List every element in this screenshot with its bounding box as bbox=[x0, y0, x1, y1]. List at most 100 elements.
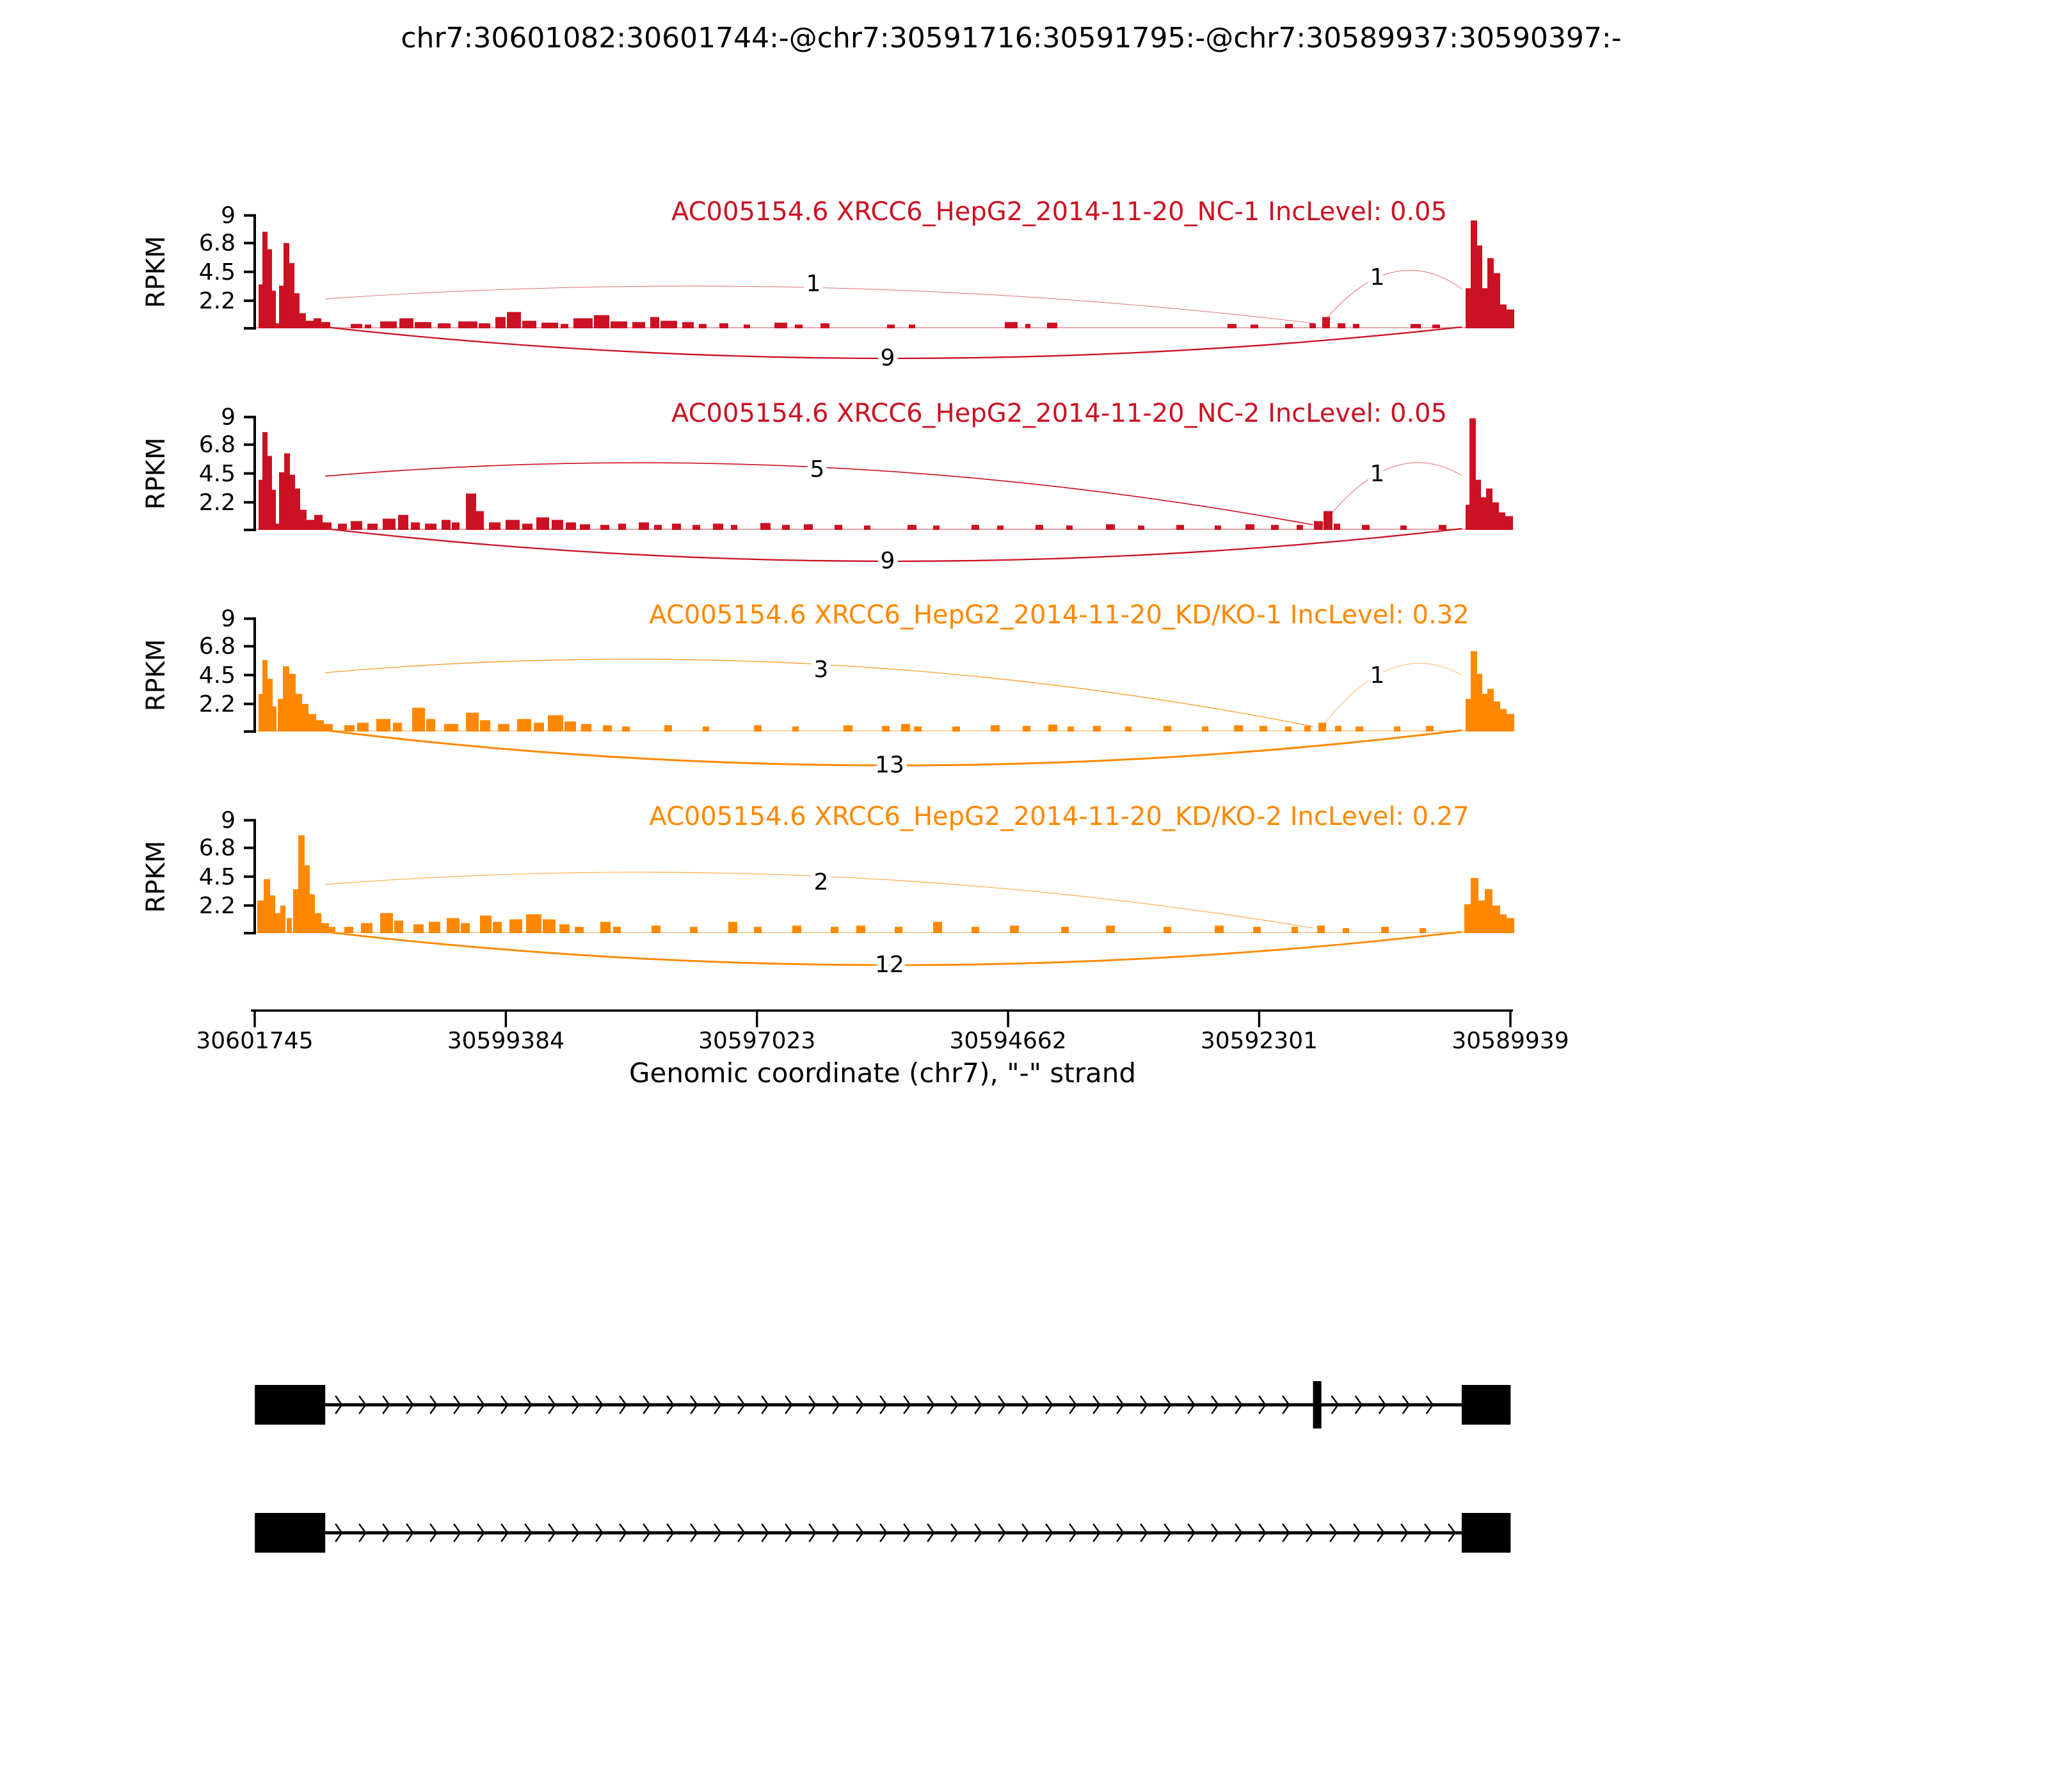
junction-arc bbox=[325, 285, 1313, 324]
intron-chevron-icon bbox=[1282, 1395, 1290, 1414]
intron-chevron-icon bbox=[335, 1523, 343, 1542]
coverage-bar bbox=[1487, 689, 1494, 732]
coverage-bar bbox=[1353, 324, 1359, 328]
coverage-bar bbox=[1411, 324, 1421, 328]
intron-chevron-icon bbox=[1164, 1395, 1172, 1414]
coverage-bar bbox=[259, 479, 262, 530]
intron-chevron-icon bbox=[1258, 1395, 1267, 1414]
intron-chevron-icon bbox=[1282, 1523, 1290, 1542]
intron-chevron-icon bbox=[690, 1395, 698, 1414]
coverage-bar bbox=[452, 522, 460, 530]
coverage-bar bbox=[682, 322, 694, 328]
y-tick-label: 2.2 bbox=[199, 691, 236, 717]
coverage-bar bbox=[534, 723, 544, 732]
coverage-bar bbox=[1271, 525, 1279, 530]
intron-chevron-icon bbox=[548, 1395, 556, 1414]
coverage-bar bbox=[1487, 258, 1494, 328]
coverage-bar bbox=[613, 927, 621, 933]
coverage-bar bbox=[308, 714, 316, 732]
y-tick-label: 4.5 bbox=[199, 259, 236, 285]
coverage-bar bbox=[300, 313, 306, 328]
intron-chevron-icon bbox=[548, 1523, 556, 1542]
intron-chevron-icon bbox=[429, 1395, 438, 1414]
coverage-bar bbox=[536, 517, 549, 530]
coverage-bar bbox=[654, 525, 662, 530]
coverage-bar bbox=[804, 524, 813, 530]
coverage-bar bbox=[1297, 525, 1303, 530]
coverage-bar bbox=[561, 324, 568, 328]
intron-chevron-icon bbox=[595, 1523, 604, 1542]
coverage-bar bbox=[412, 707, 425, 732]
coverage-bar bbox=[1420, 928, 1426, 933]
coverage-bar bbox=[461, 923, 470, 933]
coverage-bar bbox=[305, 865, 310, 933]
coverage-bar bbox=[1482, 694, 1487, 732]
coverage-bar bbox=[1215, 925, 1224, 933]
coverage-bar bbox=[259, 284, 262, 328]
coverage-bar bbox=[731, 525, 737, 530]
coverage-bar bbox=[1356, 726, 1363, 732]
coverage-bar bbox=[522, 321, 536, 328]
coverage-bar bbox=[383, 518, 396, 530]
y-tick-label: 6.8 bbox=[199, 634, 236, 660]
intron-chevron-icon bbox=[500, 1523, 509, 1542]
transcript-exon bbox=[1461, 1385, 1511, 1425]
coverage-bar bbox=[901, 724, 910, 732]
coverage-bar bbox=[1314, 521, 1323, 530]
coverage-bar bbox=[298, 835, 305, 933]
coverage-bar bbox=[713, 524, 723, 530]
coverage-bar bbox=[1466, 288, 1471, 328]
y-tick-label: 2.2 bbox=[199, 288, 236, 314]
junction-count-label: 2 bbox=[814, 869, 829, 895]
x-tick-label: 30589939 bbox=[1452, 1028, 1569, 1054]
intron-chevron-icon bbox=[1211, 1523, 1219, 1542]
intron-chevron-icon bbox=[1116, 1395, 1124, 1414]
coverage-bar bbox=[466, 493, 476, 530]
coverage-bar bbox=[564, 721, 576, 732]
coverage-bar bbox=[1036, 525, 1043, 530]
coverage-bar bbox=[1066, 525, 1073, 530]
track-title: AC005154.6 XRCC6_HepG2_2014-11-20_NC-1 I… bbox=[671, 197, 1447, 227]
coverage-bar bbox=[692, 525, 700, 530]
coverage-bar bbox=[1304, 726, 1311, 732]
coverage-bar bbox=[1334, 524, 1340, 530]
coverage-bar bbox=[425, 524, 436, 530]
figure-title: chr7:30601082:30601744:-@chr7:30591716:3… bbox=[401, 22, 1622, 54]
coverage-bar bbox=[1507, 714, 1514, 732]
coverage-bar bbox=[517, 719, 531, 732]
intron-chevron-icon bbox=[619, 1395, 627, 1414]
coverage-bar bbox=[315, 913, 321, 933]
coverage-bar bbox=[1292, 927, 1298, 933]
coverage-bar bbox=[1260, 726, 1267, 732]
coverage-bar bbox=[1285, 324, 1293, 328]
coverage-bar bbox=[754, 927, 762, 933]
coverage-bar bbox=[543, 919, 556, 933]
coverage-bar bbox=[1106, 524, 1115, 530]
intron-chevron-icon bbox=[1045, 1395, 1053, 1414]
coverage-bar bbox=[429, 922, 440, 933]
coverage-bar bbox=[575, 927, 584, 933]
coverage-bar bbox=[1309, 323, 1316, 328]
coverage-bar bbox=[1061, 927, 1069, 933]
coverage-bar bbox=[344, 927, 353, 933]
coverage-bar bbox=[1507, 918, 1514, 933]
coverage-bar bbox=[559, 924, 570, 933]
y-tick-label: 2.2 bbox=[199, 893, 236, 919]
intron-chevron-icon bbox=[358, 1395, 367, 1414]
coverage-bar bbox=[344, 725, 355, 732]
coverage-bar bbox=[1251, 324, 1258, 328]
y-tick-label: 9 bbox=[221, 203, 236, 229]
coverage-bar bbox=[1215, 525, 1221, 530]
coverage-bar bbox=[1176, 525, 1184, 530]
intron-chevron-icon bbox=[1425, 1395, 1434, 1414]
coverage-bar bbox=[413, 924, 424, 933]
coverage-bar bbox=[507, 312, 521, 328]
coverage-bar bbox=[1047, 323, 1057, 328]
intron-chevron-icon bbox=[500, 1395, 509, 1414]
transcript-exon bbox=[1313, 1381, 1322, 1428]
y-axis-title: RPKM bbox=[141, 236, 171, 308]
coverage-bar bbox=[279, 285, 284, 328]
coverage-bar bbox=[1125, 726, 1132, 732]
coverage-bar bbox=[699, 324, 707, 328]
junction-count-label: 9 bbox=[881, 548, 895, 574]
